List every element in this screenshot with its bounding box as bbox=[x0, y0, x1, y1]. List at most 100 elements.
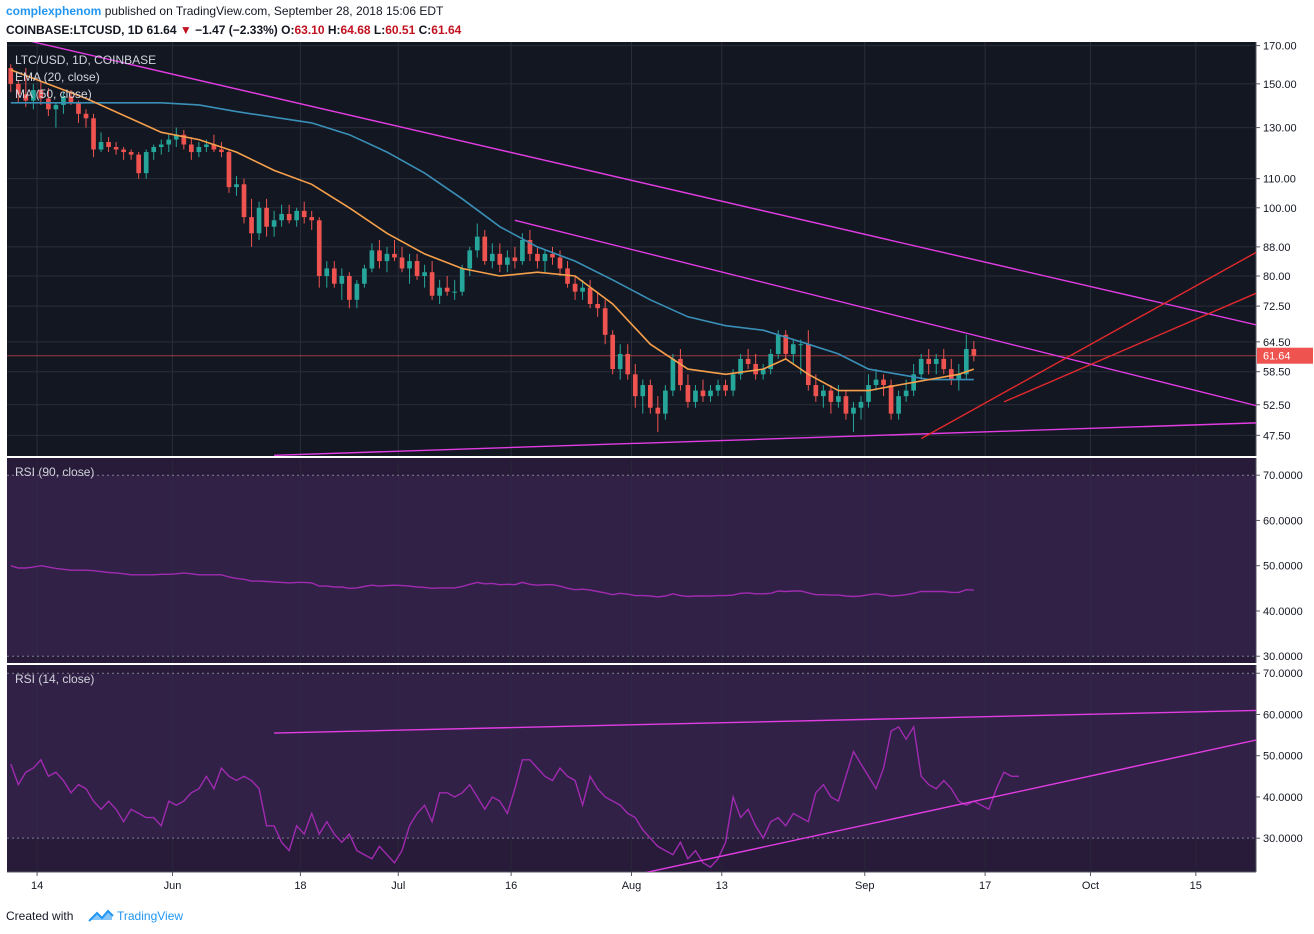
candle-body bbox=[173, 134, 179, 140]
candle-body bbox=[775, 334, 781, 354]
candle-body bbox=[903, 390, 909, 397]
rsi-trendline bbox=[645, 739, 1256, 872]
candle-body bbox=[790, 344, 796, 354]
rsi-legend: RSI (14, close) bbox=[15, 672, 94, 686]
time-axis-label: 15 bbox=[1190, 880, 1202, 892]
rsi-axis-label: 40.0000 bbox=[1263, 606, 1303, 618]
candle-body bbox=[316, 220, 322, 277]
candle-body bbox=[23, 94, 29, 101]
price-axis-label: 47.50 bbox=[1263, 430, 1291, 442]
price-axis-label: 52.50 bbox=[1263, 400, 1291, 412]
rsi-axis-label: 60.0000 bbox=[1263, 515, 1303, 527]
candle-body bbox=[685, 385, 691, 402]
rsi-axis-label: 60.0000 bbox=[1263, 709, 1303, 721]
time-axis-label: 18 bbox=[294, 880, 306, 892]
rsi-axis-label: 70.0000 bbox=[1263, 470, 1303, 482]
trendline bbox=[274, 422, 1256, 456]
candle-body bbox=[189, 144, 194, 153]
candle-body bbox=[760, 369, 766, 375]
trendline bbox=[920, 251, 1256, 440]
candle-body bbox=[881, 379, 886, 386]
chart-area[interactable]: 170.00 150.00 130.00 110.00 100.00 88.00 80.00… bbox=[0, 42, 1314, 898]
candle-body bbox=[76, 102, 81, 114]
candle-body bbox=[121, 149, 126, 153]
rsi-axis-label: 30.0000 bbox=[1263, 651, 1303, 663]
candle-body bbox=[896, 396, 901, 414]
candle-body bbox=[505, 257, 510, 265]
ema20-line bbox=[10, 69, 975, 392]
candle-body bbox=[61, 96, 66, 105]
candle-body bbox=[587, 287, 593, 304]
candle-body bbox=[572, 283, 578, 292]
price-axis-label: 80.00 bbox=[1263, 271, 1291, 283]
candle-body bbox=[226, 152, 232, 188]
candle-body bbox=[68, 96, 74, 103]
candle-body bbox=[279, 213, 284, 221]
candle-body bbox=[843, 396, 849, 414]
time-axis-background bbox=[0, 872, 1314, 898]
candle-body bbox=[158, 144, 164, 148]
tradingview-brand-link[interactable]: TradingView bbox=[117, 909, 184, 923]
candle-body bbox=[38, 90, 44, 99]
legend-symbol: LTC/USD, 1D, COINBASE bbox=[15, 53, 156, 67]
price-axis-label: 88.00 bbox=[1263, 242, 1291, 254]
price-axis-label: 170.00 bbox=[1263, 42, 1297, 53]
candle-body bbox=[805, 344, 811, 386]
candle-body bbox=[459, 268, 465, 292]
trendline bbox=[30, 42, 1256, 326]
price-axis-background bbox=[1256, 42, 1314, 456]
last-price: 61.64 bbox=[146, 23, 177, 37]
candle-body bbox=[821, 390, 826, 397]
candle-body bbox=[550, 253, 555, 258]
time-axis-label: Oct bbox=[1082, 880, 1099, 892]
price-axis-label: 150.00 bbox=[1263, 79, 1297, 91]
high-value: 64.68 bbox=[340, 23, 371, 37]
candle-body bbox=[663, 390, 668, 414]
chart-header: complexphenom published on TradingView.c… bbox=[0, 0, 1314, 42]
price-axis-label: 110.00 bbox=[1263, 174, 1296, 186]
candle-body bbox=[249, 217, 254, 234]
candle-body bbox=[768, 353, 774, 370]
candle-body bbox=[708, 390, 713, 397]
candle-body bbox=[113, 147, 119, 150]
candle-body bbox=[738, 358, 743, 375]
candle-body bbox=[196, 147, 202, 153]
candle-body bbox=[392, 253, 397, 258]
time-axis-label: 17 bbox=[979, 880, 991, 892]
low-value: 60.51 bbox=[385, 23, 416, 37]
open-label: O: bbox=[281, 23, 295, 37]
candle-body bbox=[15, 83, 21, 95]
candle-body bbox=[347, 276, 352, 300]
trendline bbox=[1003, 292, 1256, 403]
rsi-line bbox=[10, 724, 1019, 868]
publish-info: published on TradingView.com, September … bbox=[101, 4, 444, 18]
candle-body bbox=[324, 268, 330, 277]
price-axis-label: 58.50 bbox=[1263, 367, 1291, 379]
candle-body bbox=[783, 334, 789, 354]
rsi-axis-label: 30.0000 bbox=[1263, 833, 1303, 845]
candle-body bbox=[489, 253, 495, 262]
candle-body bbox=[414, 261, 420, 277]
trendline bbox=[514, 219, 1256, 407]
candle-body bbox=[512, 257, 518, 262]
low-label: L: bbox=[373, 23, 386, 37]
candle-body bbox=[31, 90, 36, 101]
chart-footer: Created with TradingView bbox=[0, 898, 1314, 934]
candle-body bbox=[700, 390, 706, 397]
candle-body bbox=[798, 344, 804, 346]
high-label: H: bbox=[327, 23, 341, 37]
rsi-axis-label: 50.0000 bbox=[1263, 751, 1303, 763]
symbol-label: COINBASE:LTCUSD, 1D bbox=[6, 23, 144, 37]
candle-body bbox=[286, 213, 292, 221]
legend-ma: MA (50, close) bbox=[15, 87, 92, 101]
author-link[interactable]: complexphenom bbox=[6, 4, 102, 18]
rsi-axis-label: 50.0000 bbox=[1263, 561, 1303, 573]
pane-separator bbox=[0, 663, 1314, 665]
rsi90-pane bbox=[7, 474, 1256, 657]
price-axis-background bbox=[1256, 458, 1314, 663]
candle-body bbox=[399, 257, 405, 269]
candle-body bbox=[422, 272, 427, 277]
candle-body bbox=[467, 250, 473, 269]
last-price-tag-label: 61.64 bbox=[1263, 351, 1291, 363]
candle-body bbox=[617, 353, 623, 370]
